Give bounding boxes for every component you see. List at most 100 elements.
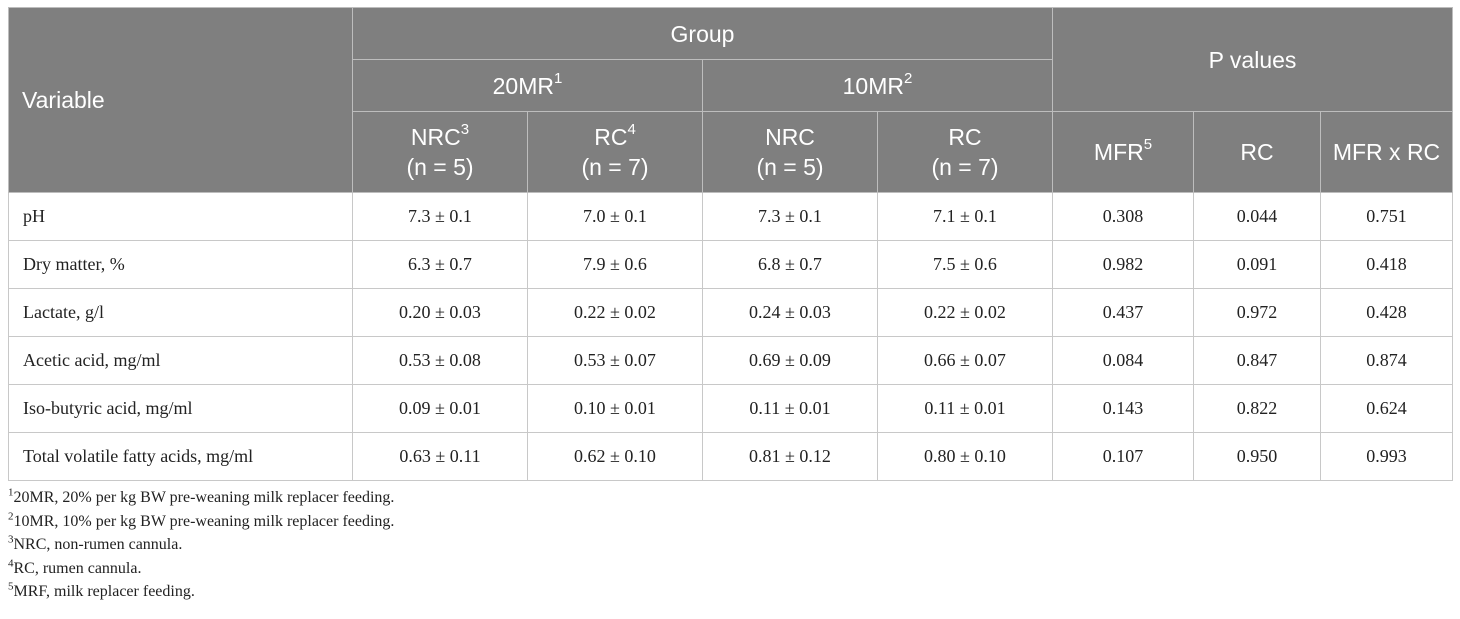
table-cell: 0.69 ± 0.09 (702, 336, 878, 385)
footnotes: 120MR, 20% per kg BW pre-weaning milk re… (8, 486, 394, 604)
footnote-text: MRF, milk replacer feeding. (13, 583, 195, 600)
table-cell: 0.62 ± 0.10 (527, 432, 703, 481)
header-20mr-label: 20MR (492, 72, 554, 99)
header-group: Group (352, 7, 1053, 60)
table-cell: 0.624 (1319, 384, 1454, 433)
table-cell: 0.11 ± 0.01 (877, 384, 1053, 433)
table-cell: 0.63 ± 0.11 (352, 432, 528, 481)
table-cell: 0.66 ± 0.07 (877, 336, 1053, 385)
footnote: 210MR, 10% per kg BW pre-weaning milk re… (8, 510, 394, 534)
table-row: pH 7.3 ± 0.1 7.0 ± 0.1 7.3 ± 0.1 7.1 ± 0… (8, 192, 1454, 241)
table-cell: 0.091 (1193, 240, 1321, 289)
table-cell: 0.822 (1193, 384, 1321, 433)
footnote-marker: 1 (8, 486, 14, 499)
table-cell: 7.5 ± 0.6 (877, 240, 1053, 289)
row-label: pH (8, 192, 353, 241)
footnote-text: 20MR, 20% per kg BW pre-weaning milk rep… (13, 489, 395, 506)
table-cell: 7.3 ± 0.1 (702, 192, 878, 241)
footnote: 120MR, 20% per kg BW pre-weaning milk re… (8, 486, 394, 510)
footnote-text: RC, rumen cannula. (13, 559, 142, 577)
table-cell: 0.81 ± 0.12 (702, 432, 878, 481)
table-cell: 0.044 (1193, 192, 1321, 241)
col-n: (n = 5) (756, 154, 824, 180)
header-variable: Variable (8, 7, 353, 193)
col-n: (n = 7) (581, 154, 649, 180)
table-cell: 7.0 ± 0.1 (527, 192, 703, 241)
col-name: NRC (410, 124, 461, 150)
table-cell: 0.107 (1052, 432, 1194, 481)
table-row: Acetic acid, mg/ml 0.53 ± 0.08 0.53 ± 0.… (8, 336, 1454, 385)
table-cell: 0.993 (1319, 432, 1454, 481)
table-cell: 0.972 (1193, 288, 1321, 337)
header-10mr-label: 10MR (842, 72, 904, 99)
table-cell: 0.084 (1052, 336, 1194, 385)
table-cell: 0.437 (1052, 288, 1194, 337)
table-cell: 0.09 ± 0.01 (352, 384, 528, 433)
table-cell: 0.751 (1319, 192, 1454, 241)
table-cell: 0.20 ± 0.03 (352, 288, 528, 337)
header-10mr-footnote-ref: 2 (904, 69, 913, 87)
table-cell: 0.22 ± 0.02 (527, 288, 703, 337)
row-label: Dry matter, % (8, 240, 353, 289)
col-name: RC (948, 124, 982, 150)
table-cell: 0.24 ± 0.03 (702, 288, 878, 337)
table-cell: 6.8 ± 0.7 (702, 240, 878, 289)
table-cell: 7.3 ± 0.1 (352, 192, 528, 241)
footnote-marker: 5 (8, 580, 14, 593)
header-col-20mr-nrc: NRC3 (n = 5) (352, 111, 528, 193)
header-col-rc: RC (1193, 111, 1321, 193)
footnote-marker: 4 (8, 557, 14, 570)
table-cell: 0.874 (1319, 336, 1454, 385)
table-cell: 0.308 (1052, 192, 1194, 241)
table-cell: 0.53 ± 0.08 (352, 336, 528, 385)
col-name: NRC (765, 124, 815, 150)
table-row: Lactate, g/l 0.20 ± 0.03 0.22 ± 0.02 0.2… (8, 288, 1454, 337)
table-cell: 0.10 ± 0.01 (527, 384, 703, 433)
table-cell: 0.428 (1319, 288, 1454, 337)
row-label: Lactate, g/l (8, 288, 353, 337)
header-20mr: 20MR1 (352, 59, 703, 112)
table-cell: 7.9 ± 0.6 (527, 240, 703, 289)
table-row: Total volatile fatty acids, mg/ml 0.63 ±… (8, 432, 1454, 481)
table-cell: 0.11 ± 0.01 (702, 384, 878, 433)
header-col-10mr-rc: RC (n = 7) (877, 111, 1053, 193)
table-cell: 0.418 (1319, 240, 1454, 289)
col-name: RC (594, 124, 628, 150)
col-n: (n = 7) (931, 154, 999, 180)
table-cell: 0.847 (1193, 336, 1321, 385)
row-label: Iso-butyric acid, mg/ml (8, 384, 353, 433)
footnote: 3NRC, non-rumen cannula. (8, 533, 394, 557)
table-cell: 6.3 ± 0.7 (352, 240, 528, 289)
table-row: Iso-butyric acid, mg/ml 0.09 ± 0.01 0.10… (8, 384, 1454, 433)
footnote-marker: 2 (8, 510, 14, 523)
table-row: Dry matter, % 6.3 ± 0.7 7.9 ± 0.6 6.8 ± … (8, 240, 1454, 289)
footnote: 5MRF, milk replacer feeding. (8, 580, 394, 604)
col-n: (n = 5) (406, 154, 474, 180)
results-table: Variable Group P values 20MR1 10MR2 NRC3… (8, 7, 1454, 481)
table-cell: 7.1 ± 0.1 (877, 192, 1053, 241)
table-body: pH 7.3 ± 0.1 7.0 ± 0.1 7.3 ± 0.1 7.1 ± 0… (8, 192, 1454, 481)
header-col-10mr-nrc: NRC (n = 5) (702, 111, 878, 193)
table-header: Variable Group P values 20MR1 10MR2 NRC3… (8, 7, 1454, 193)
header-p-values: P values (1051, 7, 1454, 112)
footnote: 4RC, rumen cannula. (8, 557, 394, 581)
table-cell: 0.143 (1052, 384, 1194, 433)
footnote-text: NRC, non-rumen cannula. (13, 536, 183, 553)
col-name: MFR (1093, 139, 1144, 165)
header-20mr-footnote-ref: 1 (554, 69, 563, 87)
header-col-mfr-x-rc: MFR x RC (1319, 111, 1454, 193)
table-cell: 0.80 ± 0.10 (877, 432, 1053, 481)
col-footnote-ref: 5 (1143, 136, 1153, 154)
col-footnote-ref: 4 (627, 121, 636, 139)
header-col-20mr-rc: RC4 (n = 7) (527, 111, 703, 193)
footnote-text: 10MR, 10% per kg BW pre-weaning milk rep… (13, 512, 395, 530)
footnote-marker: 3 (8, 533, 14, 546)
row-label: Acetic acid, mg/ml (8, 336, 353, 385)
table-cell: 0.982 (1052, 240, 1194, 289)
row-label: Total volatile fatty acids, mg/ml (8, 432, 353, 481)
col-footnote-ref: 3 (460, 121, 470, 139)
table-cell: 0.22 ± 0.02 (877, 288, 1053, 337)
header-10mr: 10MR2 (702, 59, 1053, 112)
header-col-mfr: MFR5 (1052, 111, 1194, 193)
table-cell: 0.53 ± 0.07 (527, 336, 703, 385)
